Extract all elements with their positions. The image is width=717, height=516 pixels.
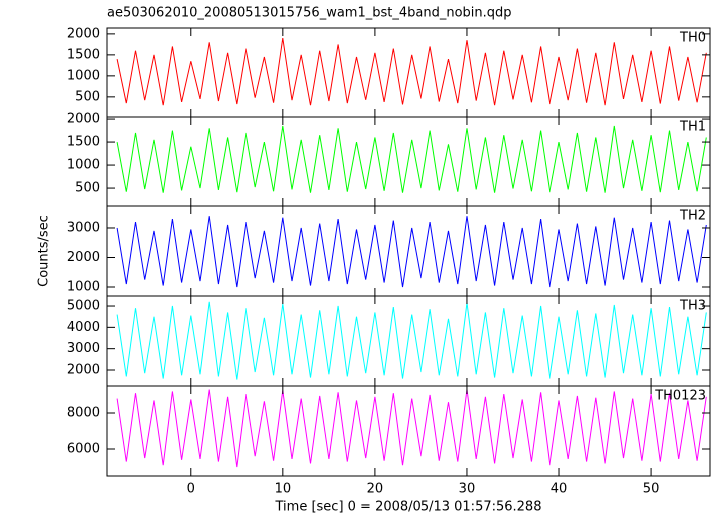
y-tick-label: 500 — [75, 89, 100, 104]
data-line — [116, 389, 707, 468]
panel-label: TH0 — [679, 31, 706, 46]
y-tick-label: 2000 — [67, 26, 100, 41]
panel-frame — [106, 385, 711, 477]
y-tick-label: 1000 — [67, 68, 100, 83]
y-tick-label: 3000 — [67, 220, 100, 235]
y-tick-label: 6000 — [67, 442, 100, 457]
y-tick-label: 2000 — [67, 250, 100, 265]
x-tick-label: 0 — [187, 482, 195, 497]
x-tick-label: 30 — [459, 482, 476, 497]
y-tick-label: 1500 — [67, 47, 100, 62]
y-tick-label: 4000 — [67, 320, 100, 335]
y-tick-label: 1500 — [67, 135, 100, 150]
y-tick-label: 2000 — [67, 363, 100, 378]
y-tick-label: 3000 — [67, 341, 100, 356]
x-axis-label: Time [sec] 0 = 2008/05/13 01:57:56.288 — [275, 500, 542, 515]
data-line — [116, 216, 707, 288]
x-tick-label: 10 — [275, 482, 292, 497]
x-tick-label: 20 — [367, 482, 384, 497]
panel-label: TH3 — [679, 299, 706, 314]
x-tick-label: 40 — [551, 482, 568, 497]
y-tick-label: 2000 — [67, 112, 100, 127]
y-tick-label: 1000 — [67, 158, 100, 173]
data-line — [116, 38, 707, 106]
y-tick-label: 500 — [75, 181, 100, 196]
panel-label: TH0123 — [654, 389, 706, 404]
x-tick-label: 50 — [643, 482, 660, 497]
y-tick-label: 1000 — [67, 280, 100, 295]
panel-label: TH2 — [679, 209, 706, 224]
y-axis-label: Counts/sec — [37, 215, 52, 287]
y-tick-label: 5000 — [67, 299, 100, 314]
data-line — [116, 125, 707, 193]
panel-label: TH1 — [679, 120, 706, 135]
data-line — [116, 301, 707, 380]
chart-title: ae503062010_20080513015756_wam1_bst_4ban… — [107, 6, 512, 21]
y-tick-label: 8000 — [67, 406, 100, 421]
